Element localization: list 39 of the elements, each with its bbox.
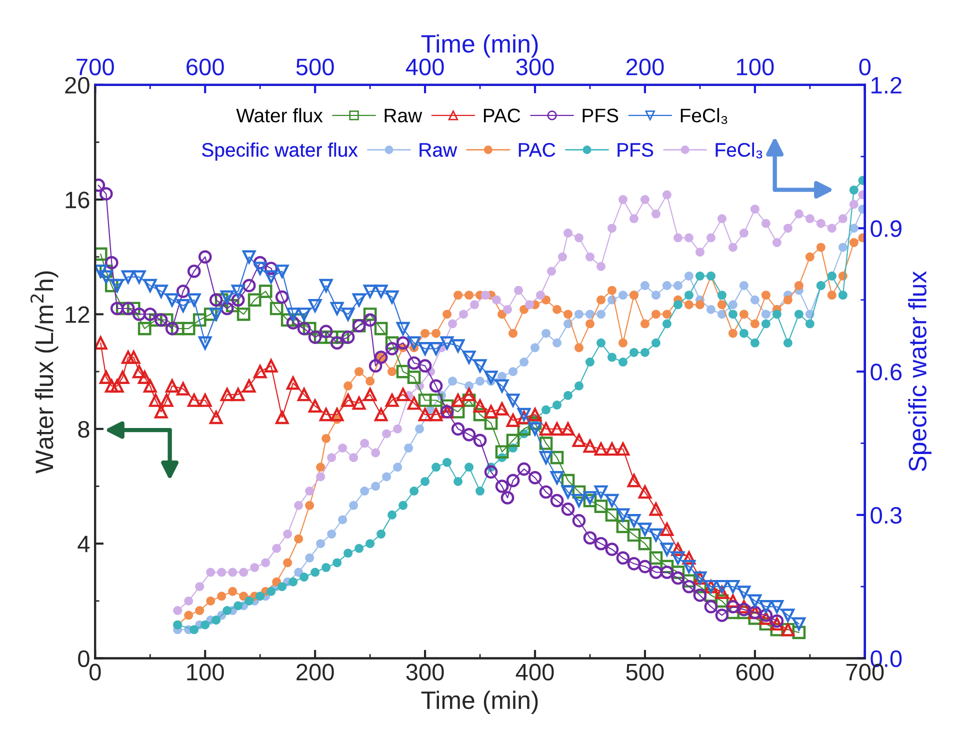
x-tick-label: 300 (406, 664, 444, 680)
legend-label: PAC (518, 143, 556, 157)
y-axis-title: Water flux (L/m$^{2}$h) (30, 271, 58, 474)
x2-tick-label: 200 (626, 58, 664, 76)
x-axis-title: Time (min) (421, 690, 538, 714)
y-tick-label: 20 (65, 76, 90, 94)
y2-tick-label: 1.2 (872, 76, 902, 94)
x2-tick-label: 300 (516, 58, 554, 76)
x2-tick-label: 600 (186, 58, 224, 76)
y2-tick-label: 0.9 (870, 220, 902, 238)
x2-tick-label: 700 (76, 58, 114, 76)
x-tick-label: 100 (187, 664, 224, 680)
y-tick-label: 0 (78, 650, 90, 668)
annotation: Water flux (236, 108, 323, 122)
y-tick-label: 4 (78, 536, 90, 552)
x-tick-label: 400 (516, 664, 554, 680)
x2-tick-label: 100 (737, 58, 774, 76)
x2-tick-label: 0 (859, 58, 871, 76)
legend-label: PAC (484, 108, 520, 122)
y-tick-label: 16 (66, 192, 90, 208)
y2-tick-label: 0.3 (870, 507, 902, 524)
x-tick-label: 500 (626, 664, 664, 680)
legend-label: PFS (582, 108, 618, 122)
y2-tick-label: 0.6 (870, 364, 902, 380)
x2-tick-label: 500 (296, 58, 334, 76)
legend-label: FeCl₃ (716, 142, 762, 158)
x-tick-label: 200 (296, 664, 334, 680)
x2-axis-title: Time (min) (421, 34, 538, 58)
legend-label: FeCl₃ (680, 108, 728, 124)
x2-tick-label: 400 (406, 58, 444, 76)
y2-axis-title: Specific water flux (908, 271, 932, 472)
y-tick-label: 12 (66, 306, 90, 323)
legend-label: PFS (618, 143, 654, 157)
y-tick-label: 8 (78, 420, 90, 438)
legend-label: Raw (420, 143, 458, 157)
legend-label: Raw (384, 108, 422, 122)
x-tick-label: 0 (89, 664, 101, 680)
x-tick-label: 600 (736, 664, 774, 680)
annotation: Specific water flux (202, 142, 358, 161)
